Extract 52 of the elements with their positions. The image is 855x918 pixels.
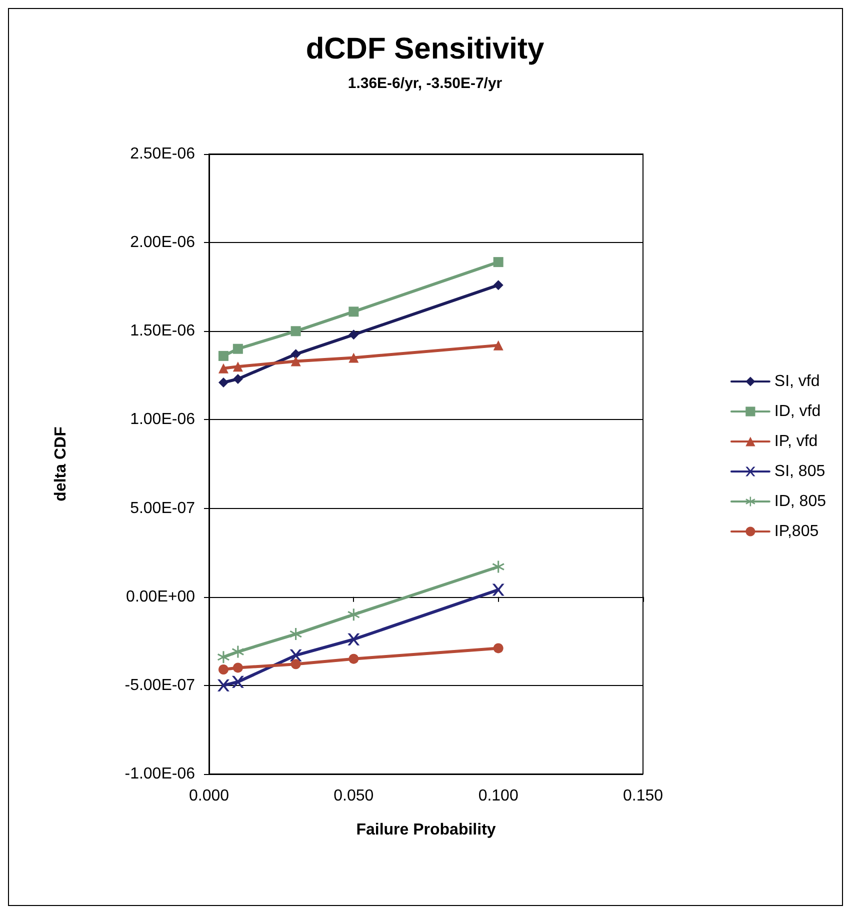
legend-label: ID, 805 (774, 493, 826, 510)
point (217, 679, 230, 692)
point (492, 560, 504, 573)
point (348, 306, 359, 317)
y-tick-label: 0.00E+00 (126, 588, 196, 606)
point (218, 363, 228, 374)
x-tick-label: 0.150 (622, 788, 664, 804)
point (218, 378, 228, 388)
x-tick-label: 0.100 (478, 788, 518, 804)
chart-subtitle: 1.36E-6/yr, -3.50E-7/yr (348, 75, 502, 92)
y-tick-label: 2.00E-06 (130, 234, 196, 252)
legend-label: IP, vfd (774, 433, 818, 450)
point (493, 643, 504, 654)
point (348, 330, 359, 340)
point (493, 340, 504, 350)
chart-title: dCDF Sensitivity (306, 32, 544, 66)
y-tick-label: 1.00E-06 (130, 411, 196, 428)
x-tick-label: 0.000 (188, 788, 230, 804)
y-tick-label: -1.00E-06 (124, 766, 196, 782)
legend-label: SI, 805 (774, 463, 826, 480)
x-tick-label: 0.050 (334, 788, 374, 804)
y-tick-label: -5.00E-07 (124, 676, 196, 694)
legend-label: IP,805 (774, 523, 819, 540)
point (348, 633, 360, 646)
y-tick-label: 5.00E-07 (130, 500, 196, 517)
y-tick-label: 2.50E-06 (130, 146, 196, 162)
point (232, 344, 243, 354)
point (290, 628, 302, 640)
point (232, 646, 244, 658)
x-axis-title: Failure Probability (356, 822, 496, 838)
y-axis-title: delta CDF (52, 426, 70, 502)
point (232, 676, 244, 688)
point (348, 352, 359, 363)
point (232, 662, 243, 673)
point (493, 280, 504, 290)
point (217, 651, 230, 664)
y-tick-label: 1.50E-06 (130, 322, 196, 340)
point (290, 349, 301, 360)
point (290, 659, 301, 670)
point (232, 362, 243, 372)
point (492, 584, 504, 596)
point (218, 664, 228, 674)
point (218, 350, 228, 361)
point (232, 374, 243, 384)
point (290, 649, 302, 662)
point (348, 608, 360, 621)
point (348, 654, 359, 664)
point (493, 257, 504, 268)
point (290, 356, 301, 366)
point (290, 326, 301, 336)
legend-label: ID, vfd (774, 403, 821, 420)
legend-label: SI, vfd (774, 373, 820, 390)
